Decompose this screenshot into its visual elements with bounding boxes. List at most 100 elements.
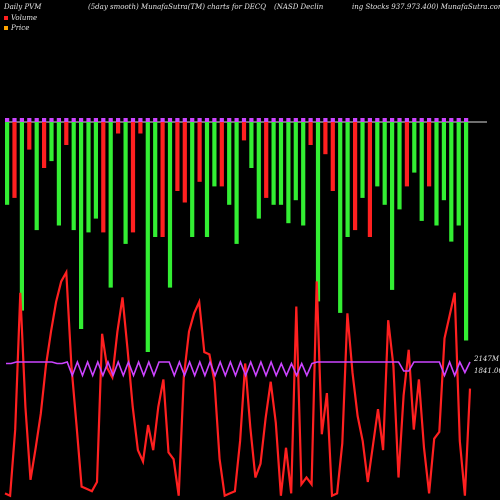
- volume-bar-cap: [278, 118, 284, 122]
- volume-bar: [160, 122, 165, 237]
- volume-bar-cap: [308, 118, 313, 122]
- volume-bar-cap: [86, 118, 91, 122]
- volume-bar: [464, 122, 469, 341]
- volume-bar-cap: [5, 118, 10, 122]
- volume-bar-cap: [271, 118, 276, 122]
- volume-bar-cap: [49, 118, 54, 122]
- volume-bar-cap: [249, 118, 254, 122]
- volume-bar-cap: [323, 118, 328, 122]
- volume-bar-cap: [375, 118, 380, 122]
- volume-bar-cap: [227, 118, 232, 122]
- volume-bar: [130, 122, 136, 233]
- volume-bar: [271, 122, 276, 205]
- volume-bar: [301, 122, 306, 226]
- price-line: [4, 268, 472, 498]
- volume-bar: [286, 122, 291, 224]
- volume-bar-cap: [79, 118, 84, 122]
- volume-bar: [64, 122, 69, 145]
- volume-bar: [56, 122, 61, 226]
- volume-bar: [42, 122, 47, 168]
- volume-bar: [338, 122, 343, 313]
- volume-bar: [330, 122, 335, 191]
- volume-bar-cap: [145, 118, 150, 122]
- volume-bar: [375, 122, 380, 187]
- volume-bar: [367, 122, 372, 237]
- volume-bar: [419, 122, 424, 221]
- volume-bar-cap: [404, 118, 409, 122]
- volume-bar-cap: [123, 118, 128, 122]
- volume-bar: [197, 122, 202, 182]
- volume-bar: [71, 122, 76, 231]
- volume-bar: [256, 122, 261, 219]
- volume-bar-cap: [138, 118, 143, 122]
- volume-bar: [79, 122, 84, 329]
- volume-bar: [219, 122, 224, 187]
- volume-bar-cap: [338, 118, 343, 122]
- volume-bar: [212, 122, 217, 187]
- volume-bar: [434, 122, 439, 226]
- volume-bar-cap: [160, 118, 165, 122]
- volume-bar-cap: [116, 118, 121, 122]
- volume-bar-cap: [397, 118, 402, 122]
- volume-bar: [145, 122, 150, 352]
- volume-bar-cap: [204, 118, 210, 122]
- volume-bar: [27, 122, 32, 150]
- volume-bar-cap: [101, 118, 106, 122]
- volume-bar: [315, 122, 321, 302]
- volume-bar-cap: [419, 118, 424, 122]
- volume-bar-cap: [315, 118, 321, 122]
- volume-bar-cap: [197, 118, 202, 122]
- volume-bar: [404, 122, 409, 187]
- volume-bar-cap: [345, 118, 350, 122]
- volume-bar-cap: [264, 118, 269, 122]
- volume-bar-cap: [390, 118, 395, 122]
- right-axis-label-volume: 2147M: [474, 355, 499, 363]
- volume-bar-cap: [19, 118, 24, 122]
- right-axis-label-price: 1841.00: [474, 367, 500, 375]
- volume-bar-cap: [301, 118, 306, 122]
- volume-bar: [249, 122, 254, 168]
- volume-bar: [360, 122, 365, 198]
- volume-bar: [12, 122, 17, 198]
- volume-bar: [108, 122, 113, 288]
- volume-bar: [175, 122, 180, 191]
- volume-bar-cap: [234, 118, 239, 122]
- volume-bar: [19, 122, 24, 311]
- chart-title-right-b: ing Stocks 937.973.400) MunafaSutra.com: [352, 3, 500, 11]
- volume-bar: [116, 122, 121, 134]
- volume-bar-cap: [167, 118, 173, 122]
- volume-bar: [153, 122, 158, 237]
- volume-bar: [138, 122, 143, 134]
- volume-bar-cap: [219, 118, 224, 122]
- volume-bar: [34, 122, 39, 231]
- volume-bar-cap: [153, 118, 158, 122]
- volume-bar-cap: [175, 118, 180, 122]
- chart-title-middle: (5day smooth) MunafaSutra(TM) charts for…: [88, 3, 267, 11]
- volume-bar: [241, 122, 247, 141]
- volume-bar-cap: [212, 118, 217, 122]
- volume-bar: [101, 122, 106, 233]
- volume-bar-cap: [108, 118, 113, 122]
- legend-item-volume: Volume: [4, 14, 37, 22]
- volume-bar-cap: [64, 118, 69, 122]
- volume-bar-cap: [190, 118, 195, 122]
- volume-bar-cap: [353, 118, 358, 122]
- volume-bar: [293, 122, 298, 201]
- volume-bar: [427, 122, 432, 187]
- volume-bar-cap: [286, 118, 291, 122]
- volume-bar-cap: [130, 118, 136, 122]
- volume-bar-cap: [34, 118, 39, 122]
- volume-bar: [5, 122, 10, 205]
- volume-bar: [345, 122, 350, 237]
- volume-bar-cap: [256, 118, 261, 122]
- volume-bar: [49, 122, 54, 162]
- volume-bar-cap: [427, 118, 432, 122]
- volume-bar-cap: [12, 118, 17, 122]
- volume-bar: [323, 122, 328, 155]
- legend-item-price: Price: [4, 24, 29, 32]
- volume-bar: [182, 122, 187, 203]
- volume-bar-cap: [367, 118, 372, 122]
- volume-bar: [204, 122, 210, 237]
- volume-bar-cap: [93, 118, 98, 122]
